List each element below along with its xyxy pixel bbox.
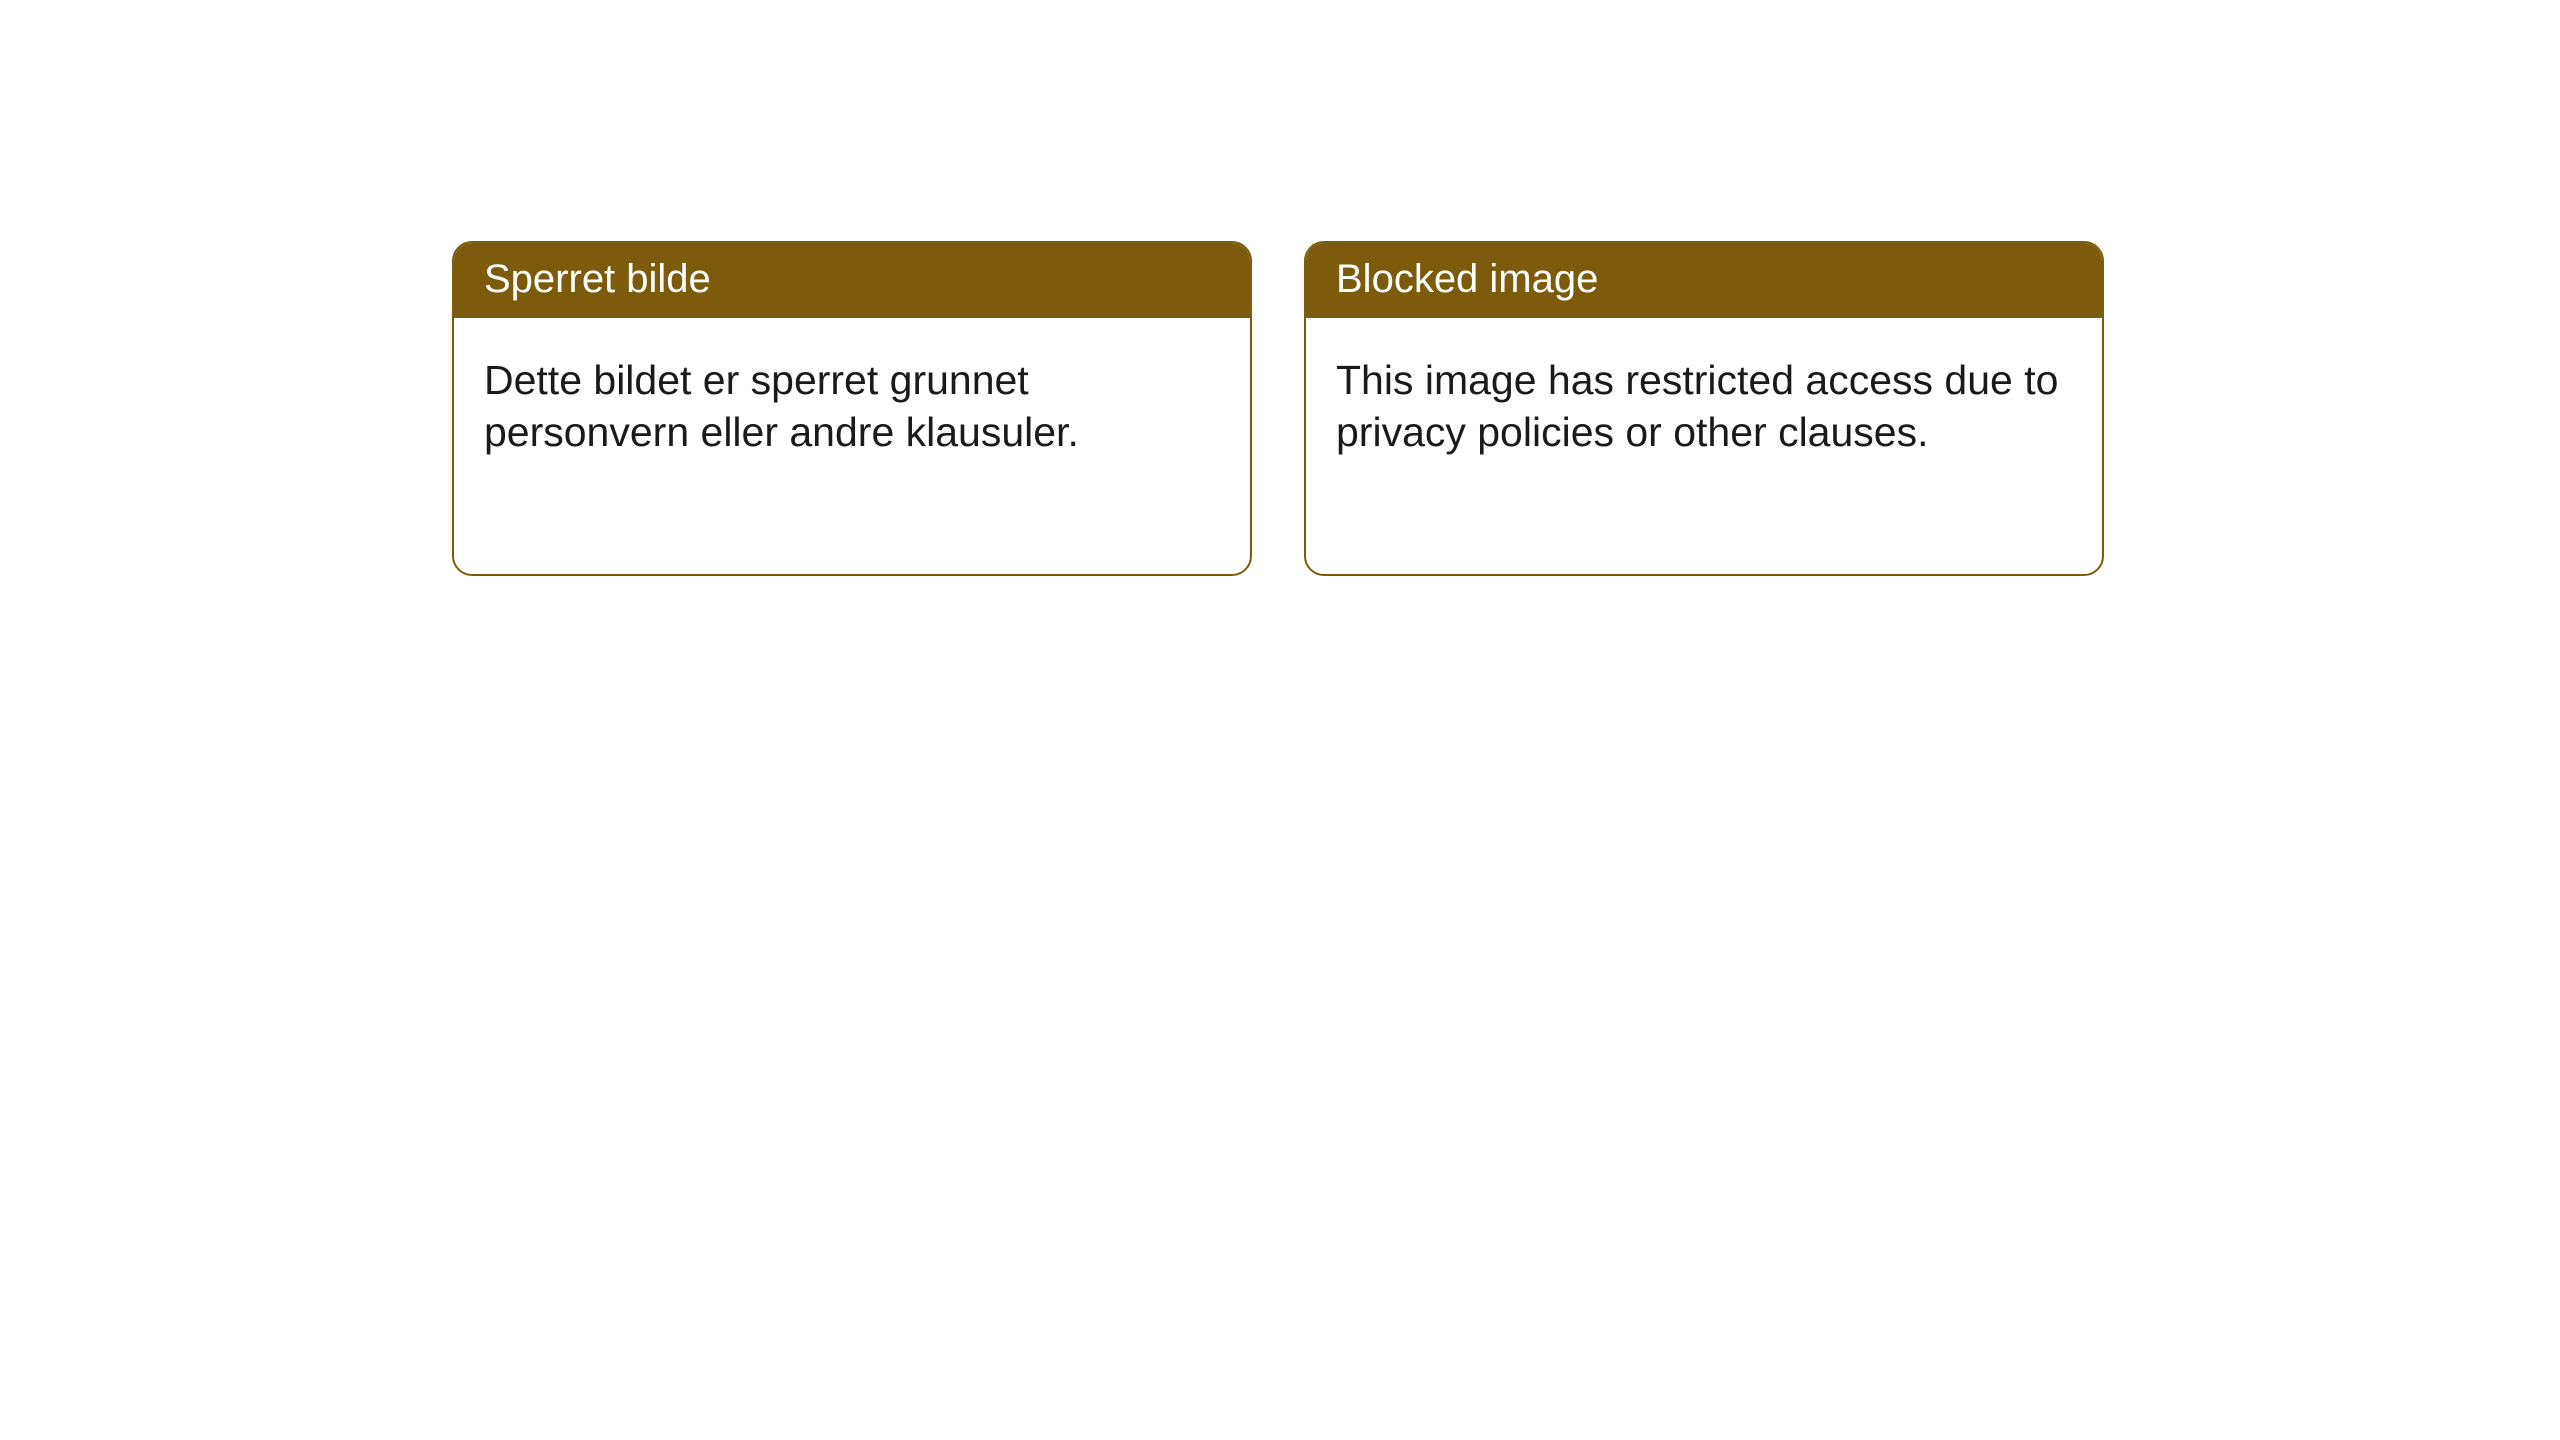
blocked-image-card-no: Sperret bilde Dette bildet er sperret gr… bbox=[452, 241, 1252, 576]
blocked-image-card-en: Blocked image This image has restricted … bbox=[1304, 241, 2104, 576]
card-title-en: Blocked image bbox=[1306, 243, 2102, 318]
card-body-en: This image has restricted access due to … bbox=[1306, 318, 2102, 488]
card-title-no: Sperret bilde bbox=[454, 243, 1250, 318]
notice-container: Sperret bilde Dette bildet er sperret gr… bbox=[452, 241, 2104, 576]
card-body-no: Dette bildet er sperret grunnet personve… bbox=[454, 318, 1250, 488]
